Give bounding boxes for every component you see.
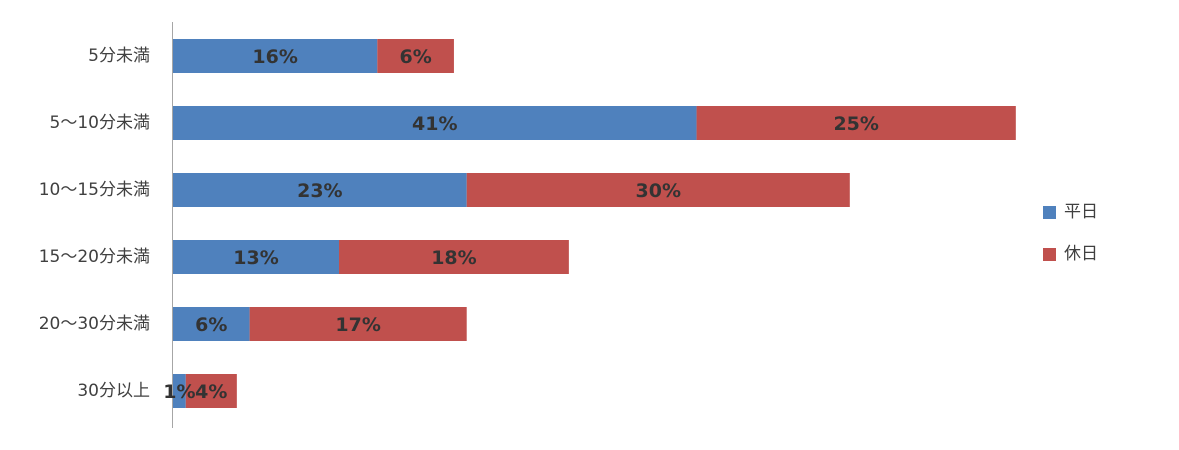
bar-weekday: [173, 106, 697, 140]
bar-weekday: [173, 307, 250, 341]
category-label: 20〜30分未満: [39, 314, 150, 334]
bar-weekday: [173, 39, 378, 73]
category-label: 5〜10分未満: [50, 113, 150, 133]
category-label: 15〜20分未満: [39, 247, 150, 267]
data-label: 23%: [297, 180, 342, 202]
bar-weekday: [173, 374, 186, 408]
legend-swatch: [1043, 248, 1056, 261]
data-label: 6%: [195, 314, 227, 336]
data-label: 18%: [431, 247, 476, 269]
data-label: 25%: [833, 113, 878, 135]
bar-holiday: [696, 106, 1016, 140]
bar-holiday: [466, 173, 850, 207]
legend-label: 休日: [1064, 244, 1098, 264]
bars-group: [173, 39, 1016, 408]
category-label: 5分未満: [88, 46, 150, 66]
bar-weekday: [173, 240, 340, 274]
bar-holiday: [249, 307, 467, 341]
bar-holiday: [185, 374, 237, 408]
bar-holiday: [377, 39, 454, 73]
data-label: 4%: [195, 381, 227, 403]
data-label: 30%: [636, 180, 681, 202]
data-label: 17%: [335, 314, 380, 336]
data-label: 6%: [399, 46, 431, 68]
data-label: 13%: [233, 247, 278, 269]
data-label: 16%: [252, 46, 297, 68]
category-label: 10〜15分未満: [39, 180, 150, 200]
bar-holiday: [339, 240, 569, 274]
category-labels: 5分未満 5〜10分未満 10〜15分未満 15〜20分未満 20〜30分未満 30分以上: [39, 46, 150, 401]
data-label: 41%: [412, 113, 457, 135]
data-label: 1%: [163, 381, 195, 403]
bar-weekday: [173, 173, 467, 207]
category-label: 30分以上: [77, 381, 150, 401]
legend-swatch: [1043, 206, 1056, 219]
legend-label: 平日: [1064, 202, 1098, 222]
data-labels-group: 16% 6% 41% 25% 23% 30% 13% 18% 6% 17% 1% 4%: [163, 46, 879, 403]
